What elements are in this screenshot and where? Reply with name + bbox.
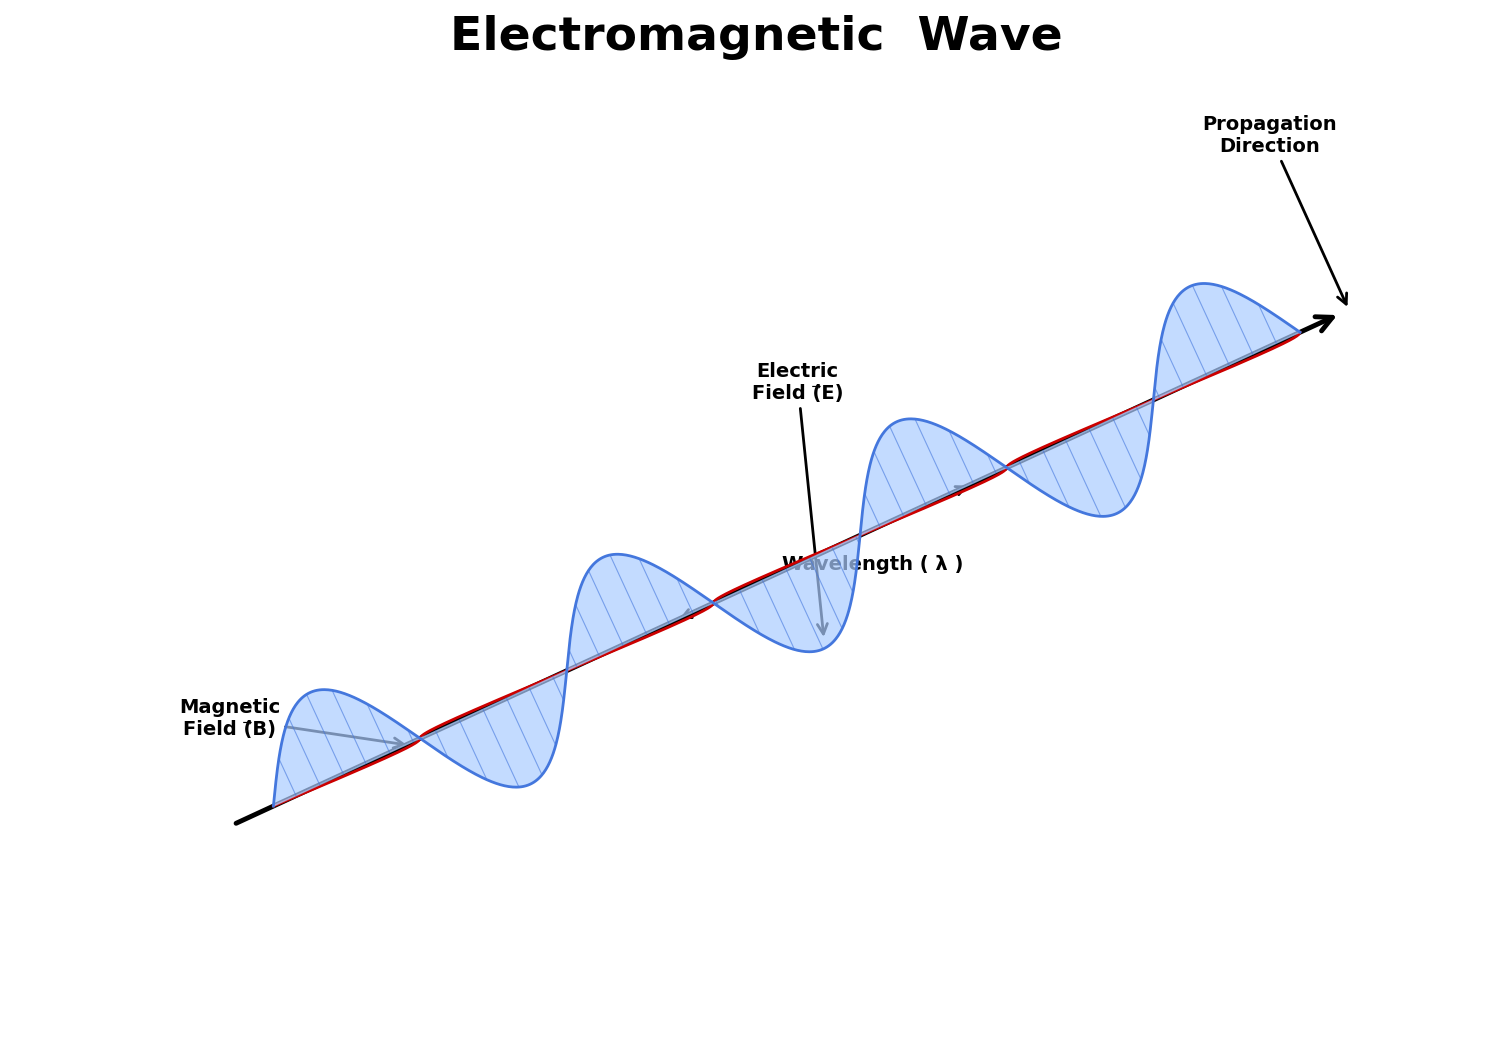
Polygon shape — [274, 332, 1300, 806]
Text: Electric
Field (⃗E): Electric Field (⃗E) — [751, 362, 844, 634]
Text: Propagation
Direction: Propagation Direction — [1202, 115, 1347, 304]
Title: Electromagnetic  Wave: Electromagnetic Wave — [449, 15, 1063, 60]
Polygon shape — [274, 284, 1300, 806]
Text: Magnetic
Field (⃗B): Magnetic Field (⃗B) — [178, 698, 404, 748]
Text: Wavelength ( λ ): Wavelength ( λ ) — [782, 555, 963, 573]
